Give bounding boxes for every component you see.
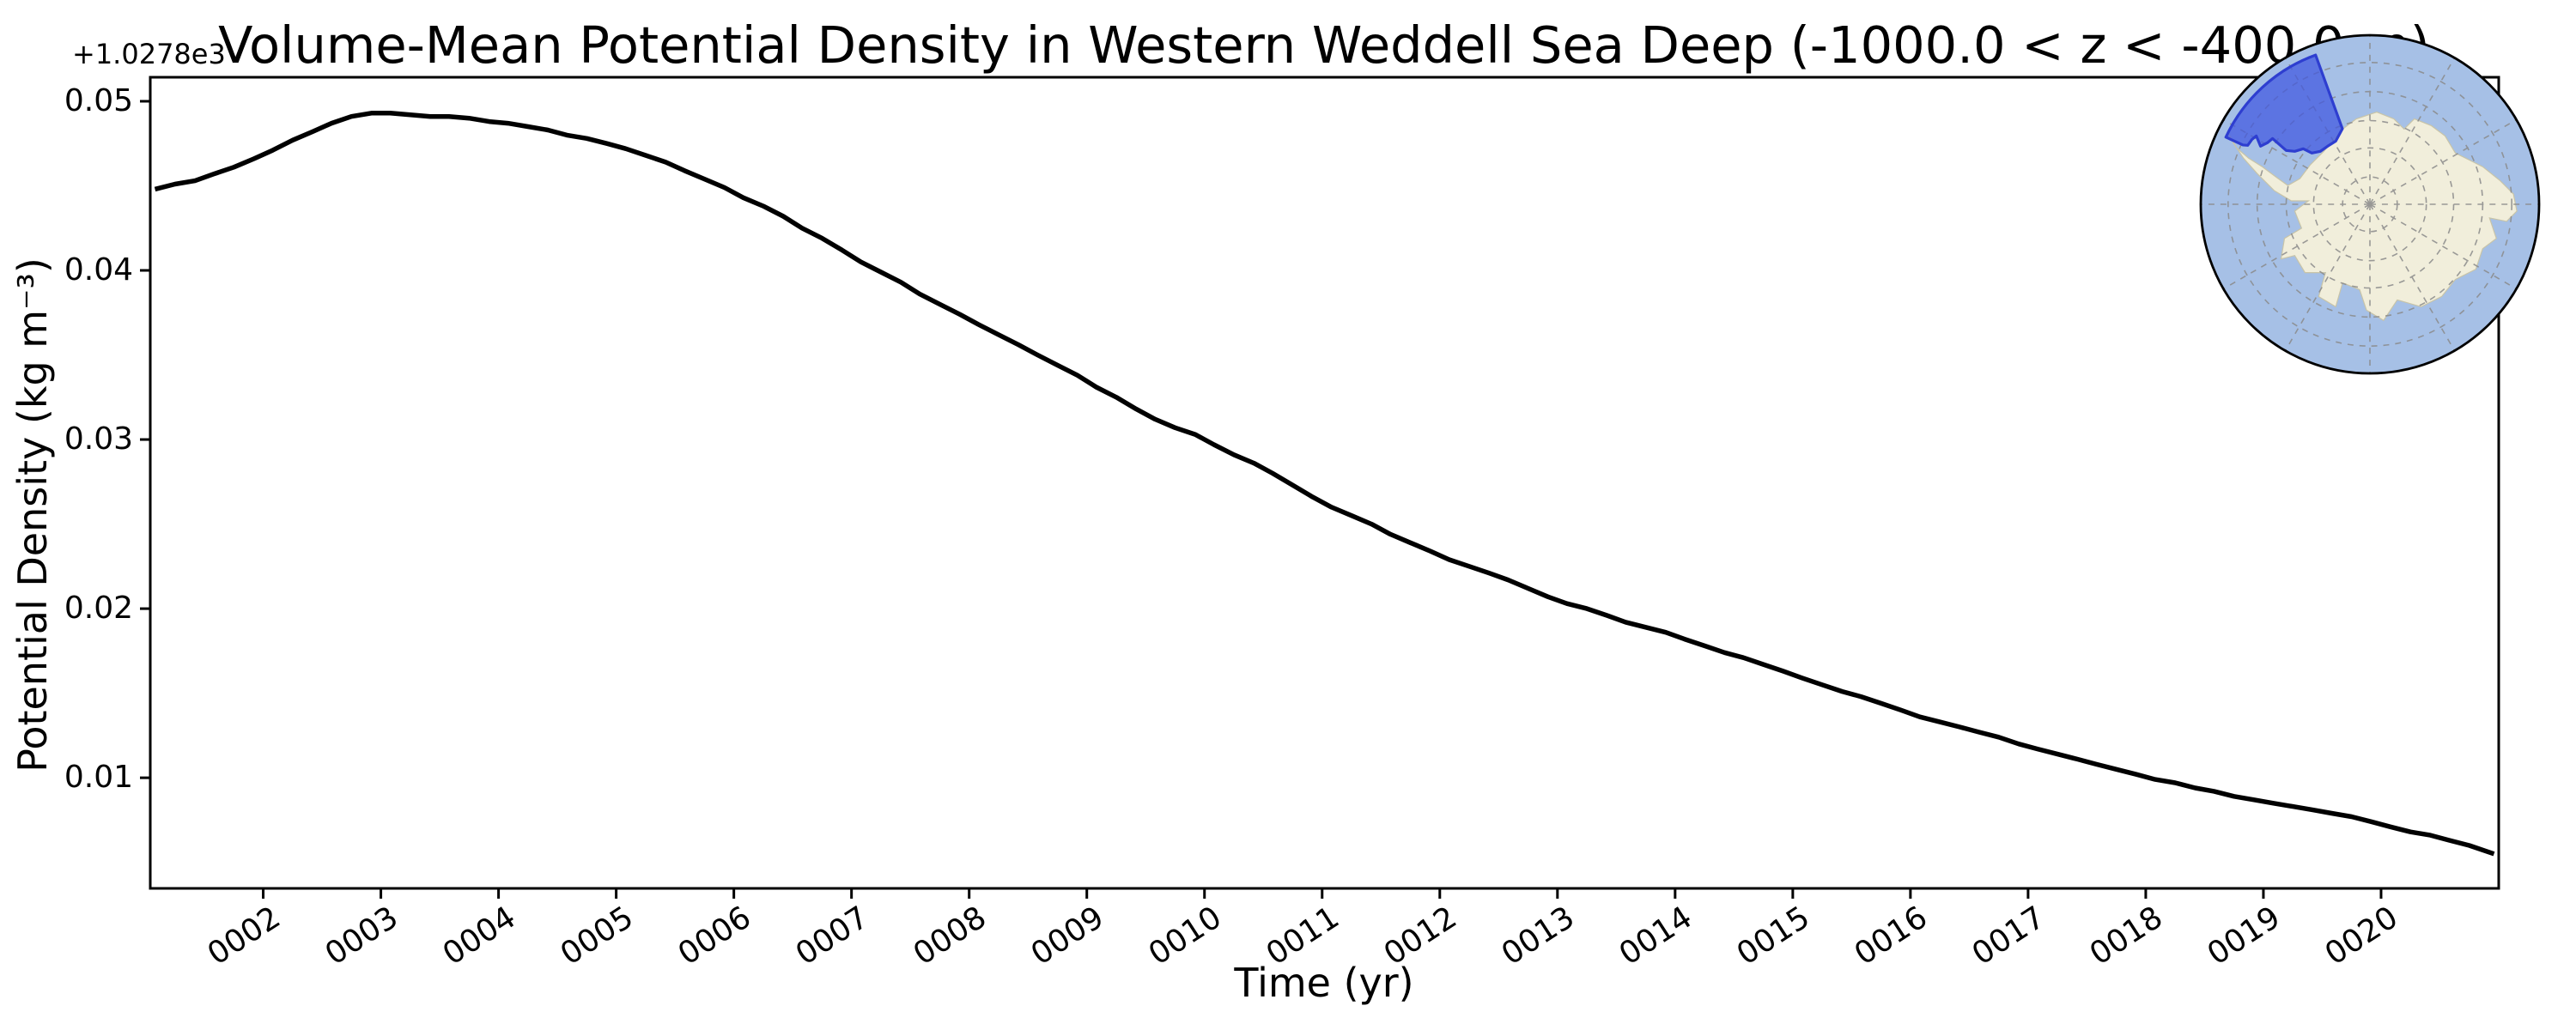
map-meridian-line — [2223, 203, 2371, 290]
map-border — [2199, 33, 2541, 375]
density-line — [154, 111, 2495, 857]
map-meridian-line — [2369, 203, 2517, 290]
y-tick-label: 0.04 — [64, 252, 133, 288]
y-axis-label: Potential Density (kg m⁻³) — [9, 258, 56, 772]
y-tick-label: 0.01 — [64, 760, 133, 796]
x-axis-label: Time (yr) — [1234, 960, 1414, 1006]
map-meridian-line — [2284, 203, 2371, 351]
chart-title: Volume-Mean Potential Density in Western… — [218, 15, 2430, 75]
axis-tick-marks — [140, 100, 2383, 899]
map-graticule — [2200, 34, 2540, 374]
y-tick-label: 0.05 — [64, 82, 133, 118]
y-tick-label: 0.03 — [64, 421, 133, 457]
map-meridian-line — [2223, 118, 2371, 205]
highlight-region-western-weddell — [2224, 53, 2344, 154]
map-meridian-line — [2369, 118, 2517, 205]
plot-border — [149, 76, 2500, 890]
antarctica-inset-map — [2199, 33, 2541, 375]
map-meridian-line — [2369, 203, 2456, 351]
y-axis-offset-text: +1.0278e3 — [72, 38, 226, 70]
y-tick-label: 0.02 — [64, 591, 133, 627]
map-meridian-line — [2369, 58, 2456, 205]
